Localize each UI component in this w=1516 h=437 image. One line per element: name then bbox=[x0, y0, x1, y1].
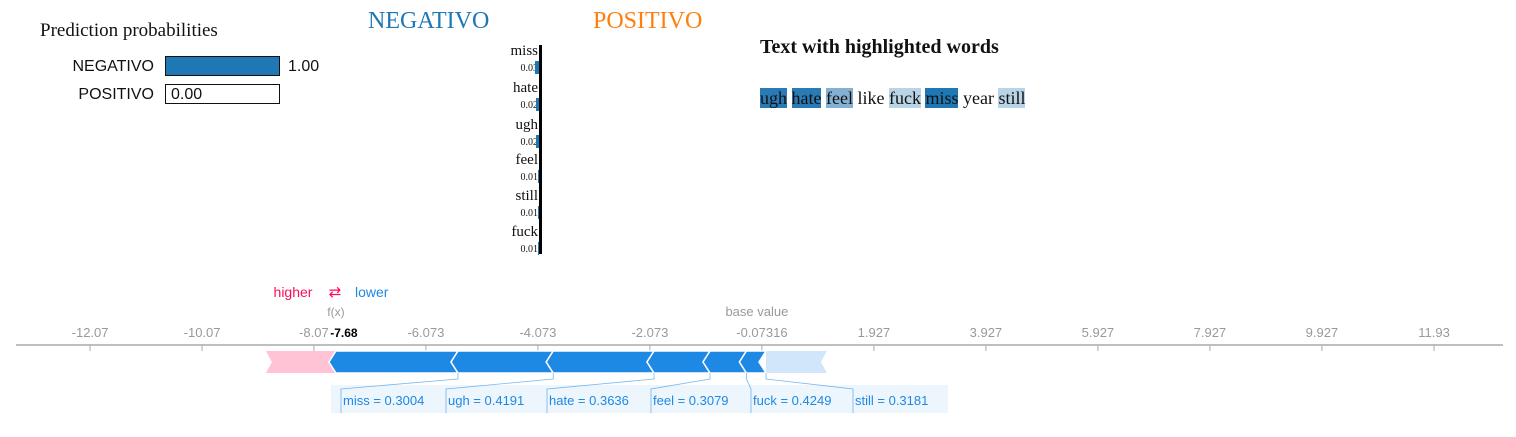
prob-value-negativo: 1.00 bbox=[288, 58, 320, 75]
feature-word: miss bbox=[510, 43, 538, 59]
axis-tick-label: -4.073 bbox=[519, 325, 556, 340]
feature-connector bbox=[340, 373, 459, 413]
feature-connector bbox=[746, 373, 752, 413]
axis-tick-label: 3.927 bbox=[970, 325, 1003, 340]
feature-word: still bbox=[515, 188, 538, 204]
legend-lower: lower bbox=[355, 284, 389, 300]
feature-weight: 0.01 bbox=[520, 172, 539, 183]
class-header-positivo: POSITIVO bbox=[593, 8, 703, 34]
word-ugh: ugh bbox=[760, 88, 787, 108]
feature-word: fuck bbox=[511, 224, 538, 240]
axis-tick-label: 11.93 bbox=[1418, 325, 1450, 340]
feature-bar-miss bbox=[534, 61, 539, 74]
class-header-negativo: NEGATIVO bbox=[368, 8, 490, 34]
axis-tick-label: -10.07 bbox=[184, 325, 221, 340]
feature-axis-line bbox=[539, 45, 542, 254]
word-feel: feel bbox=[825, 88, 853, 108]
feature-bar-ugh bbox=[536, 135, 539, 148]
feature-weight: 0.02 bbox=[520, 137, 539, 148]
prediction-probabilities-title: Prediction probabilities bbox=[40, 20, 218, 41]
feature-word: feel bbox=[515, 152, 538, 168]
feature-word: ugh bbox=[515, 117, 539, 133]
feature-weight: 0.01 bbox=[520, 208, 539, 219]
feature-label: ugh = 0.4191 bbox=[448, 393, 524, 408]
prob-bar-negativo bbox=[165, 56, 280, 76]
word-fuck: fuck bbox=[888, 88, 921, 108]
feature-bar-feel bbox=[537, 170, 539, 183]
word-hate: hate bbox=[791, 88, 822, 108]
word-miss: miss bbox=[925, 88, 959, 108]
force-segment-2 bbox=[545, 350, 656, 374]
force-segment-0 bbox=[328, 350, 460, 374]
feature-connector bbox=[546, 373, 655, 413]
feature-weight: 0.02 bbox=[520, 100, 539, 111]
feature-weight: 0.03 bbox=[520, 63, 539, 74]
word-still: still bbox=[998, 88, 1026, 108]
feature-bar-hate bbox=[536, 98, 539, 111]
feature-word: hate bbox=[513, 80, 538, 96]
axis-tick-label: -2.073 bbox=[631, 325, 668, 340]
axis-tick-label: -8.07 bbox=[299, 325, 329, 340]
axis-tick-label: -0.07316 bbox=[736, 325, 787, 340]
prob-bar-positivo: 0.00 bbox=[165, 84, 280, 104]
lower-region-tail bbox=[766, 351, 827, 373]
prob-label-negativo: NEGATIVO bbox=[72, 58, 155, 75]
axis-tick-label: 1.927 bbox=[858, 325, 891, 340]
feature-connector bbox=[765, 373, 854, 413]
fx-value: -7.68 bbox=[330, 326, 358, 340]
base-value-label: base value bbox=[725, 304, 788, 319]
feature-bar-fuck bbox=[537, 242, 539, 255]
feature-label: fuck = 0.4249 bbox=[753, 393, 831, 408]
axis-tick-label: 9.927 bbox=[1306, 325, 1339, 340]
highlighted-text-title: Text with highlighted words bbox=[760, 36, 999, 58]
feature-bar-still bbox=[537, 206, 539, 219]
legend-higher: higher bbox=[274, 284, 313, 300]
feature-connector bbox=[445, 373, 554, 413]
axis-tick-label: 7.927 bbox=[1194, 325, 1227, 340]
higher-region bbox=[265, 351, 342, 373]
prob-value-positivo: 0.00 bbox=[171, 86, 203, 103]
force-segment-1 bbox=[450, 350, 555, 374]
word-like: like bbox=[857, 88, 885, 108]
axis-tick-label: -6.073 bbox=[407, 325, 444, 340]
force-plot: higher ⇄ lower f(x) base value -12.07 -10.07 -8… bbox=[16, 283, 1503, 413]
prob-bar-fill-negativo bbox=[166, 57, 279, 75]
feature-connector bbox=[650, 373, 711, 413]
highlighted-text: ugh hate feel like fuck miss year still bbox=[760, 86, 1026, 110]
prob-label-positivo: POSITIVO bbox=[78, 86, 154, 103]
feature-label-strip bbox=[330, 385, 948, 413]
force-segment-3 bbox=[646, 350, 712, 374]
feature-label: feel = 0.3079 bbox=[653, 393, 729, 408]
axis-tick-label: -12.07 bbox=[72, 325, 109, 340]
legend-arrows-icon: ⇄ bbox=[329, 283, 342, 301]
fx-label: f(x) bbox=[327, 305, 344, 319]
feature-label: still = 0.3181 bbox=[855, 393, 928, 408]
word-year: year bbox=[962, 88, 994, 108]
axis-tick-label: 5.927 bbox=[1082, 325, 1115, 340]
feature-weight: 0.01 bbox=[520, 244, 539, 255]
feature-label: miss = 0.3004 bbox=[343, 393, 424, 408]
feature-label: hate = 0.3636 bbox=[549, 393, 629, 408]
